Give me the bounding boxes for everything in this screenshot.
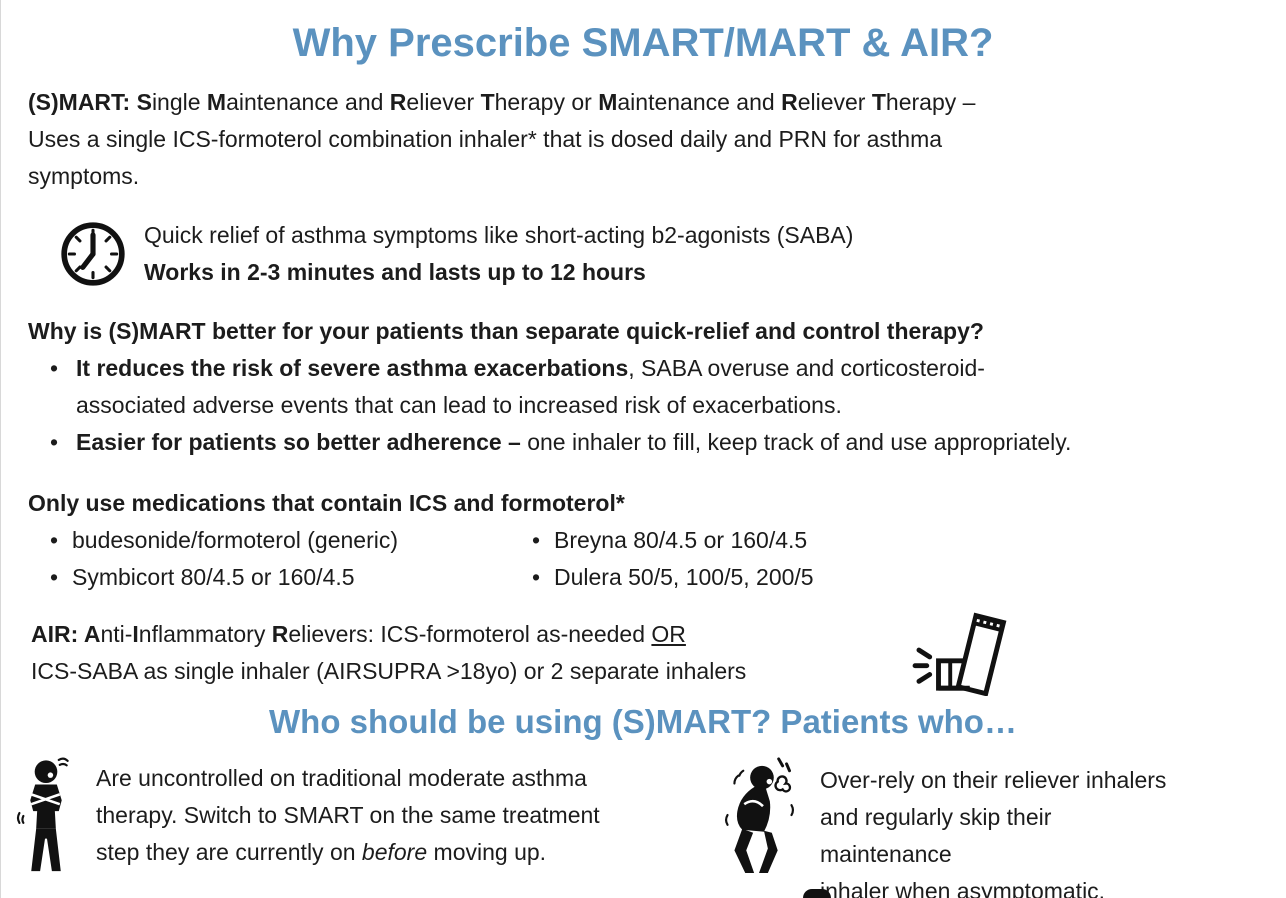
who-item-overreliance-text: Over-rely on their reliever inhalers and…: [820, 767, 1167, 898]
bullet-icon: •: [50, 429, 59, 455]
who-item-uncontrolled: Are uncontrolled on traditional moderate…: [14, 756, 662, 876]
clock-icon: [58, 219, 128, 289]
medication-item: • Dulera 50/5, 100/5, 200/5: [532, 559, 814, 596]
why-better-bullet-2: • Easier for patients so better adherenc…: [50, 424, 1258, 461]
bullet-icon: •: [50, 564, 59, 590]
page-title: Why Prescribe SMART/MART & AIR?: [292, 21, 994, 65]
medications-heading: Only use medications that contain ICS an…: [28, 490, 625, 516]
inhaler-icon: [909, 610, 1011, 696]
quick-relief-line1: Quick relief of asthma symptoms like sho…: [144, 222, 854, 248]
medication-item: • Breyna 80/4.5 or 160/4.5: [532, 522, 814, 559]
who-item-uncontrolled-text: Are uncontrolled on traditional moderate…: [96, 765, 600, 865]
quick-relief-text: Quick relief of asthma symptoms like sho…: [144, 217, 853, 291]
medications-column-2: • Breyna 80/4.5 or 160/4.5 • Dulera 50/5…: [532, 522, 814, 596]
medication-item: • Symbicort 80/4.5 or 160/4.5: [50, 559, 532, 596]
who-should-heading: Who should be using (S)MART? Patients wh…: [269, 703, 1017, 740]
medications-section: Only use medications that contain ICS an…: [28, 485, 1258, 596]
why-better-bullet-1: • It reduces the risk of severe asthma e…: [50, 350, 1258, 424]
coughing-person-icon: [722, 756, 798, 876]
who-item-overreliance: Over-rely on their reliever inhalers and…: [722, 756, 1170, 898]
bullet-icon: •: [50, 527, 59, 553]
quick-relief-section: Quick relief of asthma symptoms like sho…: [58, 217, 1258, 291]
bullet-icon: •: [50, 355, 59, 381]
quick-relief-line2: Works in 2-3 minutes and lasts up to 12 …: [144, 259, 646, 285]
medication-name: budesonide/formoterol (generic): [72, 527, 399, 553]
why-better-bullet-1-text: It reduces the risk of severe asthma exa…: [76, 355, 985, 418]
medications-columns: • budesonide/formoterol (generic) • Symb…: [50, 522, 1258, 596]
medication-name: Dulera 50/5, 100/5, 200/5: [554, 564, 814, 590]
medication-name: Breyna 80/4.5 or 160/4.5: [554, 527, 808, 553]
air-definition-paragraph: AIR: Anti-Inflammatory Relievers: ICS-fo…: [31, 621, 747, 684]
why-better-section: Why is (S)MART better for your patients …: [28, 313, 1258, 461]
medication-item: • budesonide/formoterol (generic): [50, 522, 532, 559]
medication-name: Symbicort 80/4.5 or 160/4.5: [72, 564, 355, 590]
air-section: AIR: Anti-Inflammatory Relievers: ICS-fo…: [28, 610, 1258, 696]
why-better-bullet-2-text: Easier for patients so better adherence …: [76, 429, 1072, 455]
wheezing-person-icon: [14, 756, 78, 876]
bullet-icon: •: [532, 564, 541, 590]
bullet-icon: •: [532, 527, 541, 553]
smart-definition-paragraph: (S)MART: Single Maintenance and Reliever…: [28, 89, 976, 189]
who-should-section: Are uncontrolled on traditional moderate…: [16, 756, 1258, 898]
medications-column-1: • budesonide/formoterol (generic) • Symb…: [50, 522, 532, 596]
why-better-heading: Why is (S)MART better for your patients …: [28, 318, 984, 344]
cutoff-icon-partial: [803, 889, 831, 898]
